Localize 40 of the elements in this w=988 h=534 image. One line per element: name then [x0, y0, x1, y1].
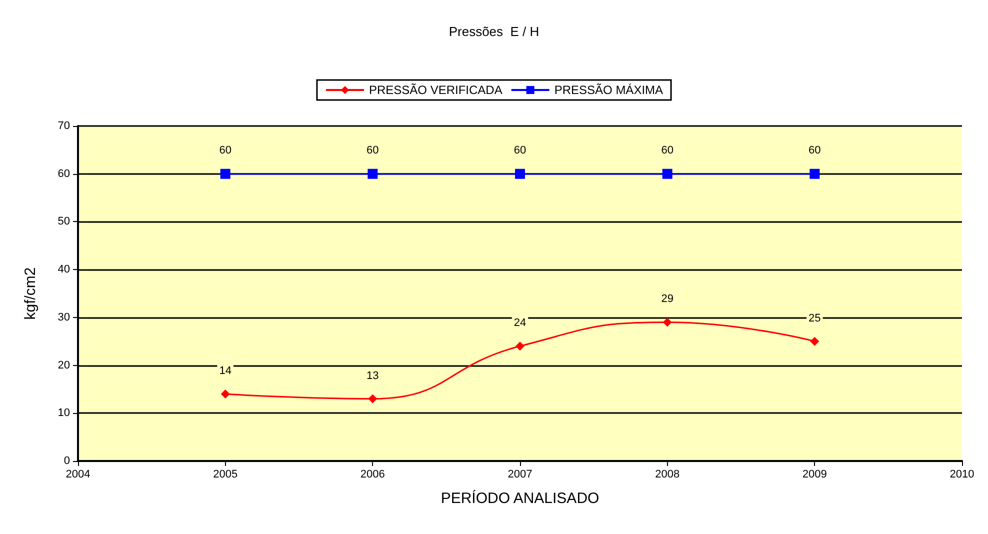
y-tick-label: 70	[58, 120, 70, 132]
data-label: 24	[514, 317, 526, 330]
point	[368, 168, 378, 179]
data-label: 13	[366, 370, 379, 382]
point	[662, 168, 672, 179]
data-label: 60	[514, 144, 526, 156]
x-tick-label: 2010	[950, 468, 974, 480]
data-label: 60	[366, 144, 379, 156]
legend-label: PRESSÃO VERIFICADA	[368, 83, 502, 97]
x-tick-label: 2004	[66, 468, 90, 480]
point	[662, 318, 672, 327]
y-tick-label: 60	[58, 168, 70, 180]
point	[810, 168, 820, 179]
y-tick-label: 20	[58, 359, 70, 372]
x-tick-label: 2006	[360, 468, 385, 480]
legend-label: PRESSÃO MÁXIMA	[554, 83, 664, 97]
chart-title: Pressões E / H	[448, 24, 540, 39]
data-label: 60	[808, 144, 821, 156]
point	[516, 342, 524, 351]
y-tick-label: 30	[58, 311, 70, 324]
y-tick-label: 0	[64, 455, 70, 467]
point	[810, 336, 820, 346]
x-tick-label: 2009	[802, 468, 827, 480]
y-tick-label: 40	[58, 264, 70, 276]
x-tick-label: 2005	[213, 468, 238, 480]
data-label: 29	[661, 293, 674, 306]
y-tick-label: 50	[58, 216, 70, 228]
point	[220, 390, 230, 398]
y-tick-label: 10	[58, 407, 70, 420]
data-label: 60	[219, 144, 232, 156]
point	[220, 168, 230, 179]
point	[515, 168, 525, 179]
data-label: 60	[661, 144, 674, 156]
x-axis-title: PERÍODO ANALISADO	[440, 489, 600, 507]
data-label: 25	[808, 312, 821, 324]
point	[368, 394, 378, 404]
y-axis-title: kgf/cm2	[22, 267, 39, 320]
x-tick-label: 2007	[508, 468, 532, 480]
x-tick-label: 2008	[655, 468, 680, 480]
data-label: 14	[219, 365, 232, 377]
